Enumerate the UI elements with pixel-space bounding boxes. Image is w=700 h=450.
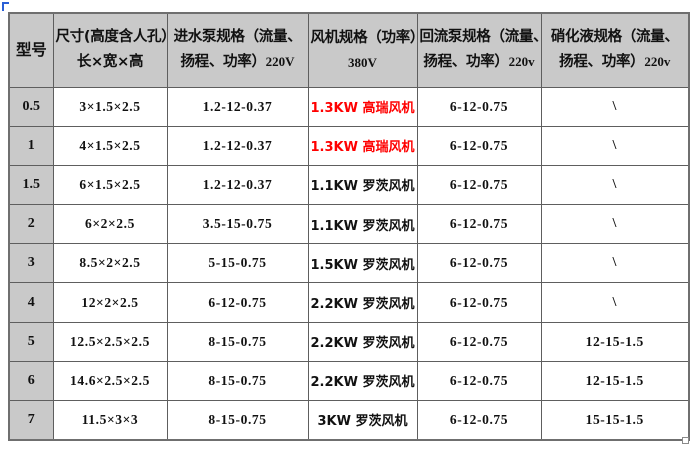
cell-size: 12.5×2.5×2.5 — [52, 321, 168, 362]
header-size-line1: 尺寸(高度含人孔） — [55, 28, 176, 45]
table-row: 0.5 3×1.5×2.5 1.2-12-0.37 1.3KW 高瑞风机 6-12-0.… — [8, 86, 690, 127]
cell-blower: 1.1KW 罗茨风机 — [307, 204, 418, 245]
table-header: 型号 尺寸(高度含人孔） 长×宽×高 进水泵规格（流量、 扬程、功率）220V … — [8, 12, 690, 88]
header-nitrification-line2-text: 扬程、功率） — [559, 54, 645, 71]
header-return-line2-text: 扬程、功率） — [423, 54, 509, 71]
cell-model: 1.5 — [8, 164, 54, 206]
cell-nitrification: 12-15-1.5 — [540, 321, 690, 362]
equipment-spec-table: 型号 尺寸(高度含人孔） 长×宽×高 进水泵规格（流量、 扬程、功率）220V … — [8, 12, 690, 441]
text-caret-marker — [2, 2, 9, 11]
cell-blower: 2.2KW 罗茨风机 — [307, 282, 418, 323]
cell-size: 14.6×2.5×2.5 — [52, 360, 168, 402]
cell-model: 7 — [8, 399, 54, 441]
cell-blower: 3KW 罗茨风机 — [307, 399, 418, 441]
header-nitrification-voltage: 220v — [644, 54, 671, 70]
table-row: 7 11.5×3×3 8-15-0.75 3KW 罗茨风机 6-12-0.75 15-15… — [8, 399, 690, 441]
column-header-nitrification: 硝化液规格（流量、 扬程、功率）220v — [540, 12, 690, 88]
cell-inlet-pump: 3.5-15-0.75 — [166, 204, 309, 245]
cell-size: 4×1.5×2.5 — [52, 125, 168, 166]
cell-blower: 2.2KW 罗茨风机 — [307, 321, 418, 362]
table-row: 3 8.5×2×2.5 5-15-0.75 1.5KW 罗茨风机 6-12-0.75 \ — [8, 243, 690, 284]
column-header-model: 型号 — [8, 12, 54, 88]
table-row: 1 4×1.5×2.5 1.2-12-0.37 1.3KW 高瑞风机 6-12-0.75… — [8, 125, 690, 166]
cell-inlet-pump: 8-15-0.75 — [166, 321, 309, 362]
header-blower-voltage: 380V — [348, 54, 377, 70]
table-body: 0.5 3×1.5×2.5 1.2-12-0.37 1.3KW 高瑞风机 6-12-0.… — [8, 86, 690, 441]
header-nitrification-line2: 扬程、功率）220v — [544, 50, 687, 75]
column-header-blower: 风机规格（功率） 380V — [307, 12, 425, 88]
cell-return-pump: 6-12-0.75 — [416, 125, 542, 166]
cell-model: 6 — [8, 360, 54, 402]
cell-size: 8.5×2×2.5 — [52, 243, 168, 284]
cell-return-pump: 6-12-0.75 — [416, 282, 542, 323]
table-resize-handle[interactable] — [682, 437, 689, 444]
header-nitrification-line1: 硝化液规格（流量、 — [550, 28, 679, 45]
cell-inlet-pump: 1.2-12-0.37 — [166, 125, 309, 166]
spec-table-container: 型号 尺寸(高度含人孔） 长×宽×高 进水泵规格（流量、 扬程、功率）220V … — [8, 12, 690, 441]
header-inlet-line2-text: 扬程、功率） — [180, 54, 266, 71]
cell-model: 0.5 — [8, 86, 54, 127]
header-row: 型号 尺寸(高度含人孔） 长×宽×高 进水泵规格（流量、 扬程、功率）220V … — [8, 12, 690, 88]
cell-nitrification: \ — [540, 243, 690, 284]
cell-blower: 2.2KW 罗茨风机 — [307, 360, 418, 402]
cell-model: 1 — [8, 125, 54, 166]
cell-inlet-pump: 6-12-0.75 — [166, 282, 309, 323]
table-row: 1.5 6×1.5×2.5 1.2-12-0.37 1.1KW 罗茨风机 6-12-0.… — [8, 164, 690, 206]
cell-return-pump: 6-12-0.75 — [416, 86, 542, 127]
cell-nitrification: 15-15-1.5 — [540, 399, 690, 441]
header-blower-line1: 风机规格（功率） — [310, 30, 425, 47]
cell-size: 12×2×2.5 — [52, 282, 168, 323]
cell-nitrification: \ — [540, 204, 690, 245]
header-return-line2: 扬程、功率）220v — [420, 50, 539, 75]
cell-size: 6×2×2.5 — [52, 204, 168, 245]
header-return-voltage: 220v — [508, 54, 535, 70]
cell-blower: 1.3KW 高瑞风机 — [307, 86, 418, 127]
column-header-size: 尺寸(高度含人孔） 长×宽×高 — [52, 12, 176, 88]
header-model-line1: 型号 — [16, 40, 47, 59]
table-row: 6 14.6×2.5×2.5 8-15-0.75 2.2KW 罗茨风机 6-12-0.7… — [8, 360, 690, 402]
header-inlet-line2: 扬程、功率）220V — [170, 50, 306, 75]
cell-inlet-pump: 1.2-12-0.37 — [166, 164, 309, 206]
cell-model: 4 — [8, 282, 54, 323]
table-row: 4 12×2×2.5 6-12-0.75 2.2KW 罗茨风机 6-12-0.75 \ — [8, 282, 690, 323]
cell-inlet-pump: 8-15-0.75 — [166, 360, 309, 402]
cell-blower: 1.1KW 罗茨风机 — [307, 164, 418, 206]
cell-nitrification: \ — [540, 282, 690, 323]
cell-return-pump: 6-12-0.75 — [416, 360, 542, 402]
cell-nitrification: 12-15-1.5 — [540, 360, 690, 402]
cell-inlet-pump: 1.2-12-0.37 — [166, 86, 309, 127]
cell-return-pump: 6-12-0.75 — [416, 399, 542, 441]
cell-size: 11.5×3×3 — [52, 399, 168, 441]
cell-inlet-pump: 8-15-0.75 — [166, 399, 309, 441]
header-return-line1: 回流泵规格（流量、 — [419, 28, 548, 45]
column-header-return-pump: 回流泵规格（流量、 扬程、功率）220v — [416, 12, 548, 88]
cell-blower: 1.3KW 高瑞风机 — [307, 125, 418, 166]
header-inlet-voltage: 220V — [265, 54, 295, 70]
table-row: 5 12.5×2.5×2.5 8-15-0.75 2.2KW 罗茨风机 6-12-0.7… — [8, 321, 690, 362]
cell-return-pump: 6-12-0.75 — [416, 243, 542, 284]
cell-return-pump: 6-12-0.75 — [416, 204, 542, 245]
cell-model: 2 — [8, 204, 54, 245]
header-size-line2: 长×宽×高 — [76, 54, 144, 71]
cell-nitrification: \ — [540, 125, 690, 166]
cell-nitrification: \ — [540, 86, 690, 127]
cell-size: 6×1.5×2.5 — [52, 164, 168, 206]
cell-size: 3×1.5×2.5 — [52, 86, 168, 127]
cell-return-pump: 6-12-0.75 — [416, 321, 542, 362]
cell-model: 5 — [8, 321, 54, 362]
cell-model: 3 — [8, 243, 54, 284]
cell-blower: 1.5KW 罗茨风机 — [307, 243, 418, 284]
column-header-inlet-pump: 进水泵规格（流量、 扬程、功率）220V — [166, 12, 309, 88]
header-inlet-line1: 进水泵规格（流量、 — [173, 28, 302, 45]
cell-nitrification: \ — [540, 164, 690, 206]
cell-inlet-pump: 5-15-0.75 — [166, 243, 309, 284]
cell-return-pump: 6-12-0.75 — [416, 164, 542, 206]
table-row: 2 6×2×2.5 3.5-15-0.75 1.1KW 罗茨风机 6-12-0.75 \ — [8, 204, 690, 245]
